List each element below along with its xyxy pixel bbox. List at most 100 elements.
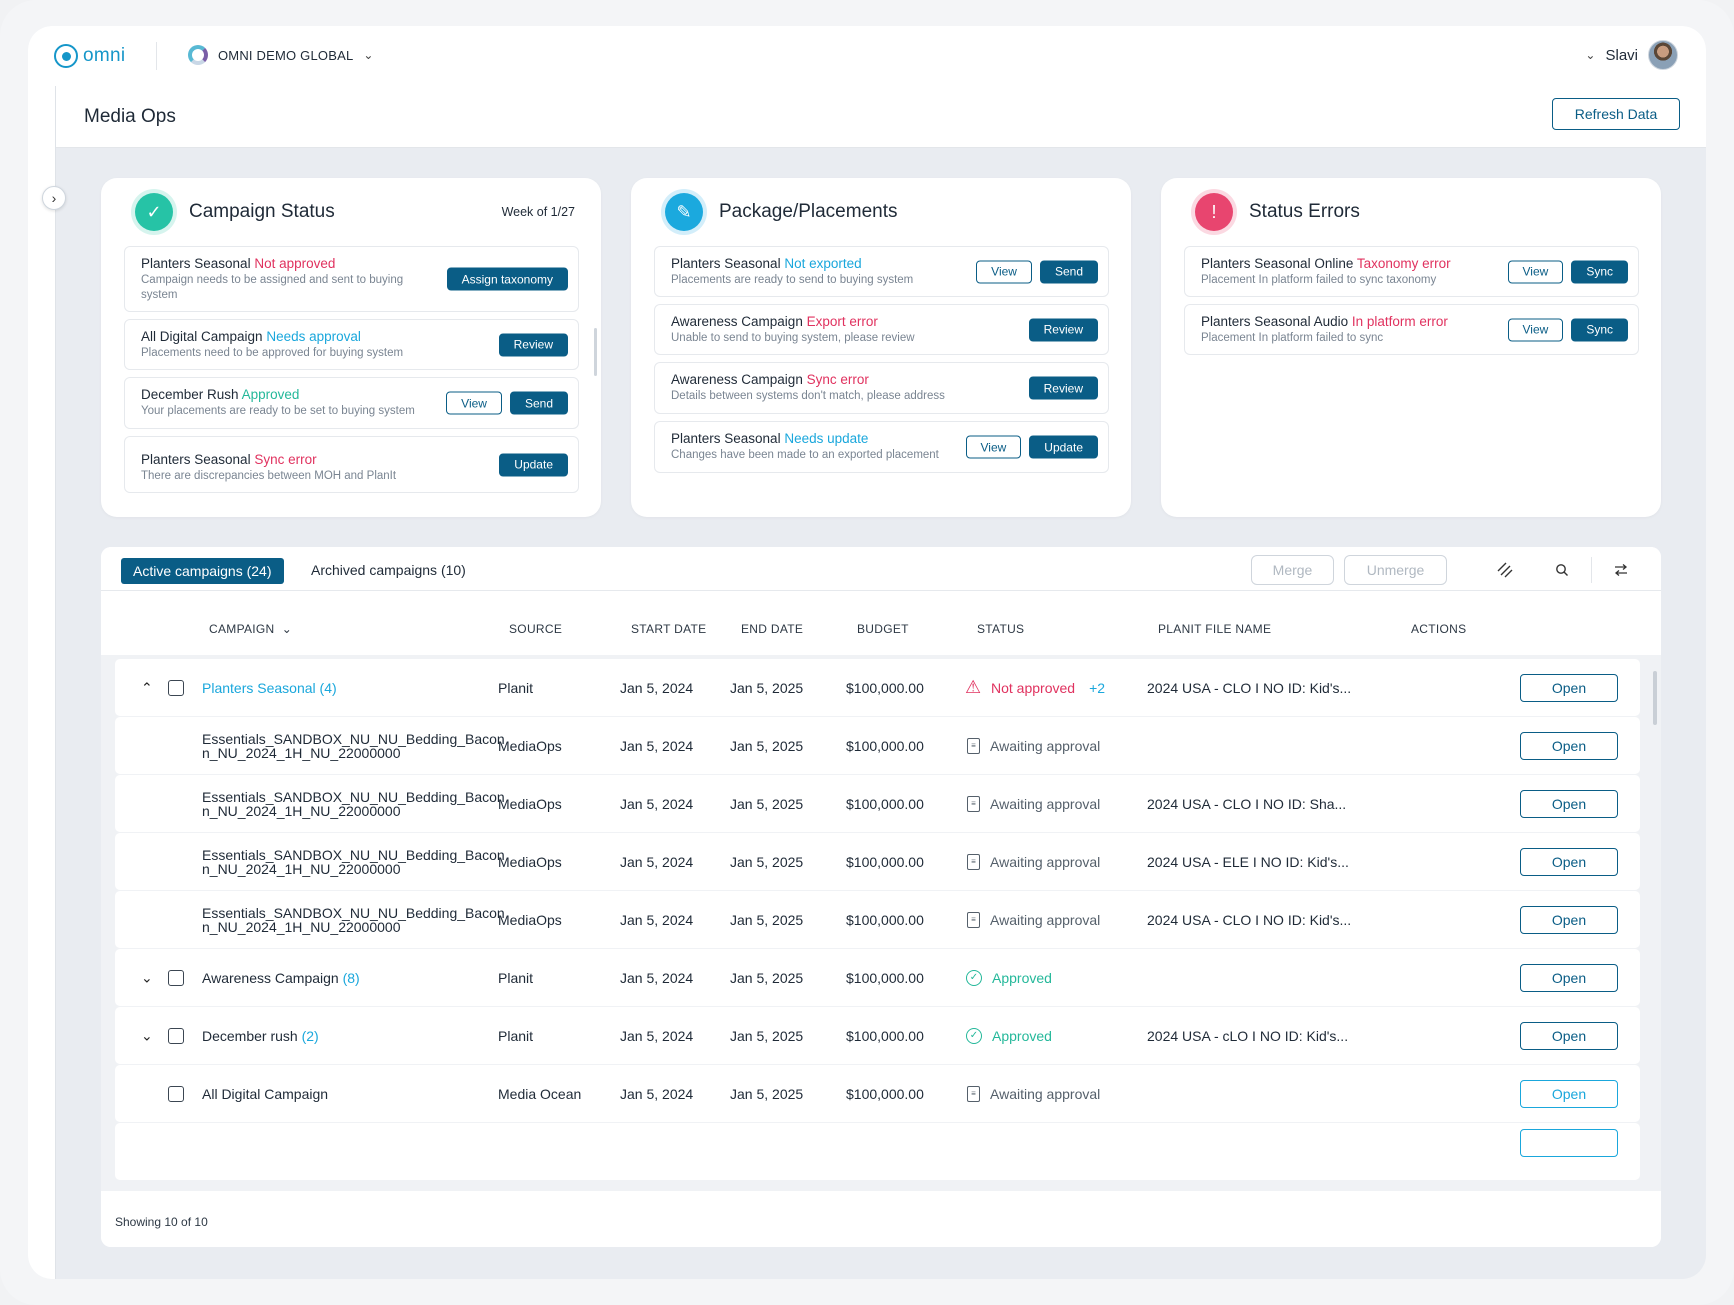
chevron-down-icon: ⌄ bbox=[278, 622, 293, 636]
open-button[interactable]: Open bbox=[1520, 673, 1618, 702]
campaign-name[interactable]: Planters Seasonal (4) bbox=[202, 679, 337, 696]
item-name: Planters Seasonal Online bbox=[1201, 256, 1354, 271]
campaign-name[interactable]: Essentials_SANDBOX_NU_NU_Bedding_Bacon n… bbox=[202, 730, 505, 761]
swap-icon[interactable] bbox=[1610, 559, 1632, 581]
package-placements-card: ✎ Package/Placements Planters Seasonal N… bbox=[631, 178, 1131, 517]
user-menu[interactable]: ⌄ Slavi bbox=[1585, 40, 1678, 70]
sync-button[interactable]: Sync bbox=[1571, 318, 1628, 341]
tab-archived-campaigns[interactable]: Archived campaigns (10) bbox=[311, 562, 466, 578]
item-status: Taxonomy error bbox=[1356, 256, 1451, 271]
document-icon: ≡ bbox=[967, 1085, 980, 1102]
open-button[interactable]: Open bbox=[1520, 1021, 1618, 1050]
list-item: Awareness Campaign Export error Unable t… bbox=[654, 304, 1109, 355]
row-count-label: Showing 10 of 10 bbox=[115, 1215, 208, 1229]
view-button[interactable]: View bbox=[976, 260, 1032, 283]
view-button[interactable]: View bbox=[1507, 318, 1564, 341]
source: MediaOps bbox=[498, 737, 562, 754]
tab-active-campaigns[interactable]: Active campaigns (24) bbox=[121, 558, 284, 584]
open-button[interactable]: Open bbox=[1520, 847, 1618, 876]
refresh-data-button[interactable]: Refresh Data bbox=[1552, 98, 1680, 130]
item-status: Not approved bbox=[254, 256, 336, 271]
top-bar: omni OMNI DEMO GLOBAL ⌄ ⌄ Slavi bbox=[28, 26, 1706, 86]
open-button[interactable]: Open bbox=[1520, 789, 1618, 818]
review-button[interactable]: Review bbox=[498, 333, 568, 356]
campaign-name[interactable]: Essentials_SANDBOX_NU_NU_Bedding_Bacon n… bbox=[202, 904, 505, 935]
end-date: Jan 5, 2025 bbox=[730, 795, 804, 812]
item-name: Planters Seasonal bbox=[671, 431, 781, 446]
view-button[interactable]: View bbox=[1507, 260, 1564, 283]
table-body[interactable]: ⌃ Planters Seasonal (4) Planit Jan 5, 20… bbox=[101, 655, 1661, 1191]
end-date: Jan 5, 2025 bbox=[730, 1027, 804, 1044]
sync-button[interactable]: Sync bbox=[1571, 260, 1628, 283]
document-icon: ≡ bbox=[967, 795, 980, 812]
chevron-down-icon[interactable]: ⌄ bbox=[141, 969, 153, 985]
alert-icon: ! bbox=[1195, 193, 1233, 231]
start-date: Jan 5, 2024 bbox=[620, 1085, 694, 1102]
review-button[interactable]: Review bbox=[1028, 318, 1098, 341]
column-header-campaign[interactable]: CAMPAIGN ⌄ bbox=[209, 622, 293, 636]
page-title: Media Ops bbox=[84, 106, 176, 127]
campaign-status-list[interactable]: Planters Seasonal Not approved Campaign … bbox=[124, 246, 579, 503]
item-desc: Campaign needs to be assigned and sent t… bbox=[141, 274, 404, 301]
divider bbox=[156, 42, 157, 70]
column-header-source: SOURCE bbox=[509, 622, 563, 636]
end-date: Jan 5, 2025 bbox=[730, 679, 804, 696]
item-name: Planters Seasonal bbox=[671, 256, 781, 271]
assign-taxonomy-button[interactable]: Assign taxonomy bbox=[446, 267, 568, 291]
update-button[interactable]: Update bbox=[499, 453, 568, 476]
row-checkbox[interactable] bbox=[168, 1085, 184, 1102]
view-button[interactable]: View bbox=[446, 391, 502, 415]
campaign-name[interactable]: Awareness Campaign (8) bbox=[202, 969, 360, 986]
end-date: Jan 5, 2025 bbox=[730, 969, 804, 986]
review-button[interactable]: Review bbox=[1028, 376, 1098, 400]
search-icon[interactable] bbox=[1551, 559, 1573, 581]
campaign-name[interactable]: All Digital Campaign bbox=[202, 1085, 329, 1102]
open-button[interactable]: Open bbox=[1520, 963, 1618, 992]
chevron-up-icon[interactable]: ⌃ bbox=[141, 679, 153, 695]
chevron-down-icon: ⌄ bbox=[1585, 48, 1596, 62]
item-desc: Unable to send to buying system, please … bbox=[671, 332, 915, 344]
table-row: Essentials_SANDBOX_NU_NU_Bedding_Bacon n… bbox=[115, 775, 1640, 832]
table-scrollbar[interactable] bbox=[1653, 671, 1657, 725]
merge-button[interactable]: Merge bbox=[1251, 555, 1334, 585]
table-row: ⌃ Planters Seasonal (4) Planit Jan 5, 20… bbox=[115, 659, 1640, 716]
source: Planit bbox=[498, 679, 534, 696]
status: ≡ Awaiting approval bbox=[967, 1085, 1100, 1102]
campaign-name[interactable]: December rush (2) bbox=[202, 1027, 319, 1044]
card-title: Campaign Status bbox=[189, 201, 335, 222]
send-button[interactable]: Send bbox=[1039, 260, 1098, 283]
status: ≡ Awaiting approval bbox=[967, 795, 1100, 812]
hatch-icon[interactable] bbox=[1494, 559, 1516, 581]
row-checkbox[interactable] bbox=[168, 679, 184, 696]
chevron-down-icon[interactable]: ⌄ bbox=[141, 1027, 153, 1043]
expand-sidebar-button[interactable]: › bbox=[42, 186, 66, 210]
list-item: All Digital Campaign Needs approval Plac… bbox=[124, 319, 579, 370]
unmerge-button[interactable]: Unmerge bbox=[1344, 555, 1447, 585]
status: ✓ Approved bbox=[966, 969, 1052, 986]
open-button[interactable]: Open bbox=[1520, 1079, 1618, 1108]
org-selector[interactable]: OMNI DEMO GLOBAL ⌄ bbox=[188, 45, 374, 65]
table-toolbar: Active campaigns (24) Archived campaigns… bbox=[101, 547, 1661, 591]
open-button[interactable] bbox=[1520, 1129, 1618, 1157]
budget: $100,000.00 bbox=[846, 795, 924, 812]
item-status: Approved bbox=[241, 387, 300, 402]
campaign-name[interactable]: Essentials_SANDBOX_NU_NU_Bedding_Bacon n… bbox=[202, 846, 505, 877]
column-header-planit-file: PLANIT FILE NAME bbox=[1158, 622, 1272, 636]
open-button[interactable]: Open bbox=[1520, 731, 1618, 760]
card-title: Status Errors bbox=[1249, 201, 1360, 222]
chevron-right-icon: › bbox=[51, 190, 57, 206]
week-label: Week of 1/27 bbox=[501, 205, 575, 219]
package-list: Planters Seasonal Not exported Placement… bbox=[654, 246, 1109, 503]
user-name: Slavi bbox=[1605, 46, 1638, 64]
update-button[interactable]: Update bbox=[1029, 435, 1098, 459]
omni-logo[interactable]: omni bbox=[54, 44, 125, 68]
campaign-name[interactable]: Essentials_SANDBOX_NU_NU_Bedding_Bacon n… bbox=[202, 788, 505, 819]
card-scrollbar[interactable] bbox=[594, 328, 597, 376]
item-desc: Placements need to be approved for buyin… bbox=[141, 347, 404, 359]
check-circle-icon: ✓ bbox=[966, 969, 982, 986]
open-button[interactable]: Open bbox=[1520, 905, 1618, 934]
row-checkbox[interactable] bbox=[168, 1027, 184, 1044]
row-checkbox[interactable] bbox=[168, 969, 184, 986]
view-button[interactable]: View bbox=[965, 435, 1022, 459]
send-button[interactable]: Send bbox=[509, 391, 568, 415]
